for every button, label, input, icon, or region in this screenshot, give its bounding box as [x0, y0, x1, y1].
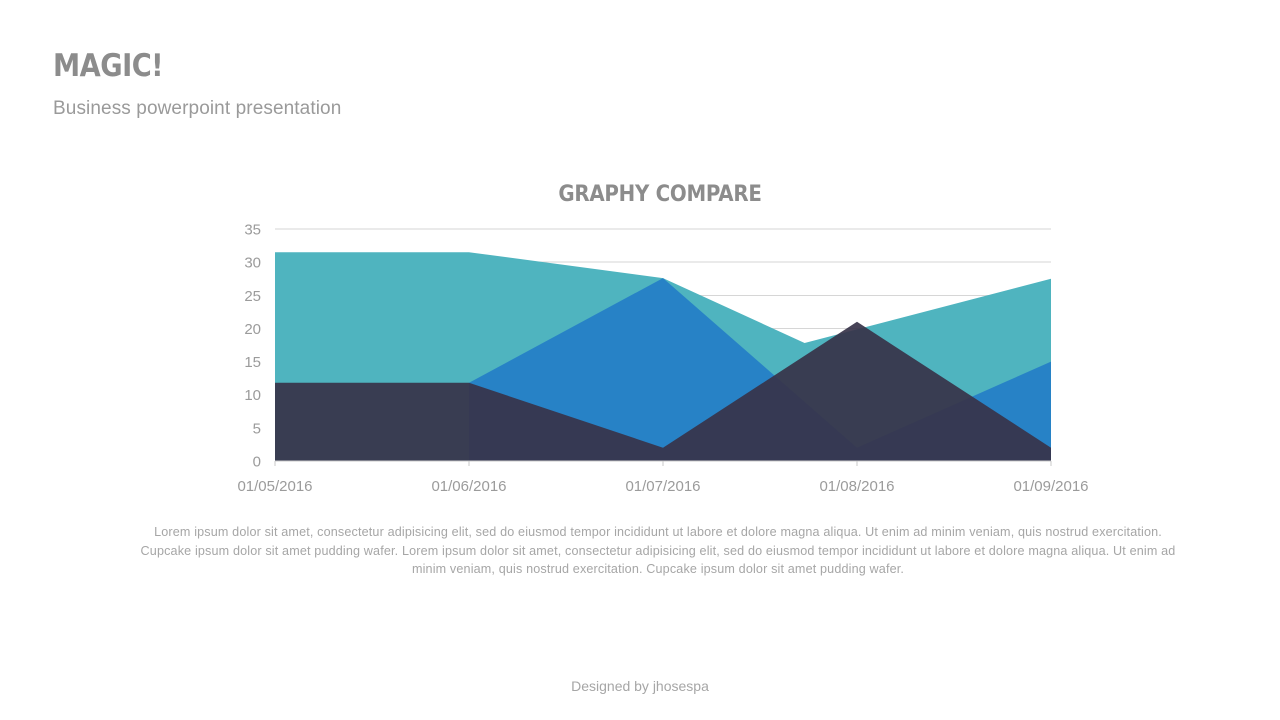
y-axis-labels: 35 30 25 20 15 10 5 0 — [244, 222, 261, 471]
page-title: MAGIC! — [53, 48, 164, 84]
y-tick-label: 20 — [244, 321, 261, 338]
x-axis-labels: 01/05/2016 01/06/2016 01/07/2016 01/08/2… — [237, 478, 1088, 495]
y-tick-label: 15 — [244, 354, 261, 371]
y-tick-label: 5 — [253, 420, 261, 437]
chart-axes — [274, 460, 1052, 466]
x-tick-label: 01/09/2016 — [1013, 478, 1088, 495]
x-tick-label: 01/06/2016 — [431, 478, 506, 495]
x-tick-label: 01/05/2016 — [237, 478, 312, 495]
y-tick-label: 10 — [244, 387, 261, 404]
slide-header: MAGIC! Business powerpoint presentation — [53, 48, 341, 121]
y-tick-label: 25 — [244, 288, 261, 305]
body-paragraph: Lorem ipsum dolor sit amet, consectetur … — [140, 525, 1176, 576]
x-tick-label: 01/08/2016 — [819, 478, 894, 495]
page-subtitle: Business powerpoint presentation — [53, 98, 342, 119]
y-tick-label: 0 — [253, 454, 261, 471]
chart-title: GRAPHY COMPARE — [558, 182, 762, 207]
y-tick-label: 35 — [244, 222, 261, 239]
series-navy — [275, 321, 1051, 461]
footer-credit: Designed by jhosespa — [571, 678, 709, 694]
x-tick-label: 01/07/2016 — [625, 478, 700, 495]
y-tick-label: 30 — [244, 255, 261, 272]
series-blue — [469, 278, 1051, 461]
